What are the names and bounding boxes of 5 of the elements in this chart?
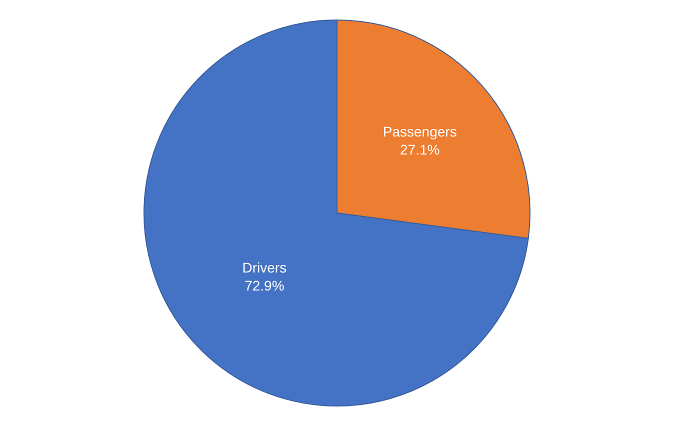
pie-slice [144,20,529,406]
slice-label: Passengers [382,123,457,140]
data-label: 27.1% [400,142,440,158]
data-label: 72.9% [244,278,284,294]
slice-label: Drivers [242,259,287,276]
